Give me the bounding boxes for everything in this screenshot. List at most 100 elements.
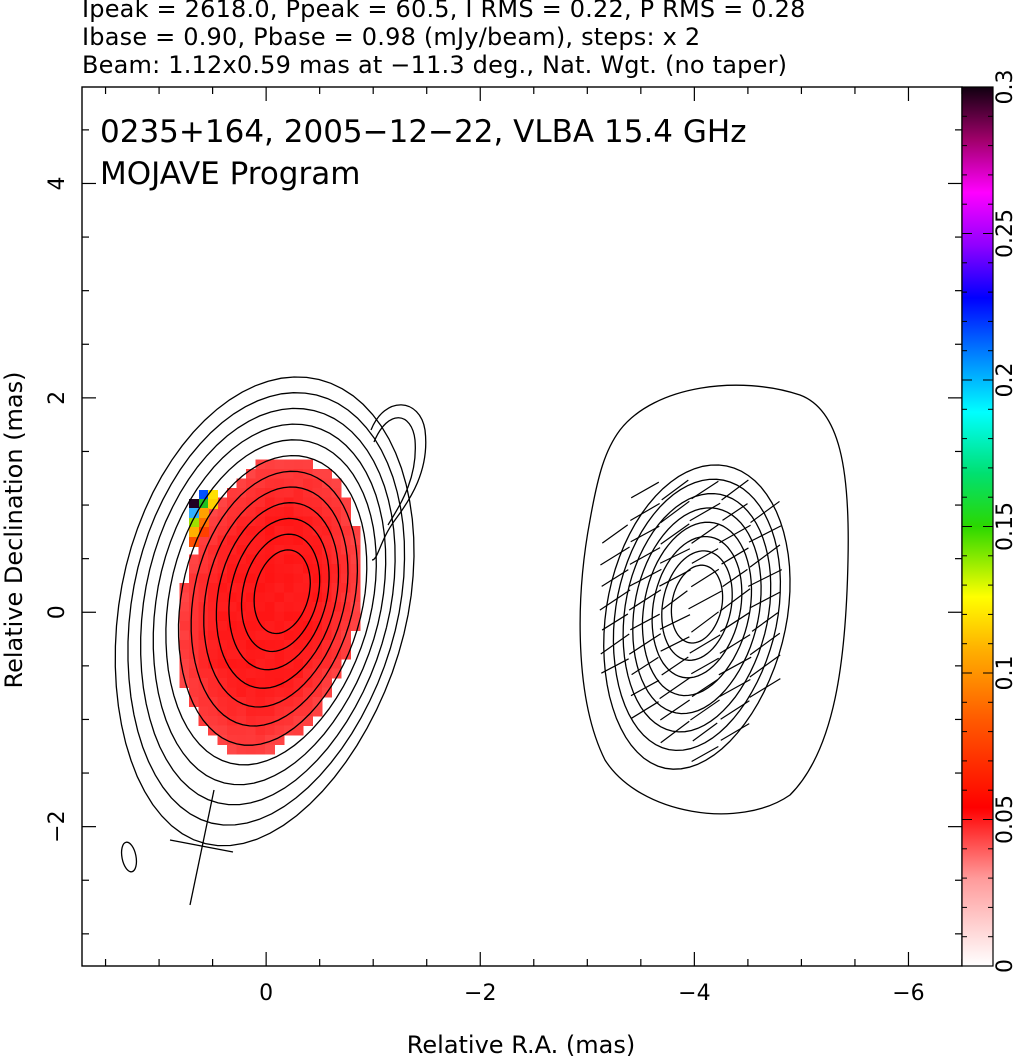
pol-pixel [331,602,342,612]
pol-pixel [303,649,313,660]
pol-pixel [350,583,361,593]
pol-pixel [189,630,199,641]
pol-pixel [322,497,332,508]
pol-pixel [227,611,237,622]
pol-pixel [208,602,218,612]
pol-pixel [208,611,218,622]
pol-pixel [303,459,313,470]
contour-left [253,549,311,635]
polarization-image [179,459,361,755]
pol-pixel [303,583,313,593]
pol-pixel [293,706,304,717]
pol-pixel [189,554,199,565]
pol-pixel [274,478,285,489]
pol-pixel [293,621,304,631]
pol-pixel [265,649,275,660]
pol-pixel [246,573,256,584]
pol-pixel [284,611,294,622]
pol-pixel [236,735,247,745]
pol-pixel [255,564,266,574]
pol-pixel [179,611,190,622]
pol-pixel [274,535,285,546]
pol-pixel [198,630,209,641]
pol-vector [692,722,718,742]
pol-vector [630,525,660,543]
pol-pixel [293,564,304,574]
pol-pixel [312,497,323,508]
y-tick-label: −2 [45,810,70,842]
pol-pixel [189,678,199,688]
pol-pixel [236,621,247,631]
pol-vector [628,568,662,588]
pol-pixel [236,697,247,707]
pol-pixel [246,592,256,603]
pol-pixel [322,564,332,574]
pol-pixel [236,526,247,536]
pol-pixel [189,592,199,603]
pol-pixel [274,706,285,717]
pol-pixel [179,678,190,688]
pol-pixel [274,507,285,517]
contour-left [190,470,359,727]
pol-pixel [265,583,275,593]
pol-pixel [274,640,285,650]
pol-pixel [284,573,294,584]
pol-pixel [303,640,313,650]
pol-pixel [246,630,256,641]
pol-pixel [312,516,323,527]
pol-pixel [341,602,351,612]
pol-pixel-edge [189,499,199,509]
pol-pixel [312,602,323,612]
contour-left [140,407,396,806]
pol-pixel [303,659,313,669]
pol-pixel [255,554,266,565]
pol-pixel [189,640,199,650]
x-tick-label: 0 [259,981,273,1006]
pol-pixel [227,564,237,574]
pol-pixel [284,469,294,479]
pol-vector [660,500,690,524]
pol-pixel [331,668,342,679]
pol-pixel [322,649,332,660]
pol-pixel [198,649,209,660]
pol-pixel [284,678,294,688]
pol-pixel [331,526,342,536]
pol-pixel [217,583,228,593]
pol-pixel [236,630,247,641]
pol-pixel [236,716,247,726]
pol-pixel [331,573,342,584]
pol-vector [749,632,781,656]
pol-pixel [293,488,304,498]
pol-pixel [255,507,266,517]
pol-pixel [246,697,256,707]
pol-pixel [217,668,228,679]
pol-pixel [255,744,266,755]
pol-pixel [246,583,256,593]
pol-pixel [189,687,199,698]
pol-pixel [236,640,247,650]
pol-pixel [265,716,275,726]
contour-right-outer [579,384,849,815]
pol-pixel [274,735,285,745]
pol-pixel [293,554,304,565]
pol-pixel [198,573,209,584]
pol-pixel [236,668,247,679]
pol-pixel [322,659,332,669]
pol-vector [691,548,719,564]
pol-vector [691,611,719,633]
chart-title: 0235+164, 2005−12−22, VLBA 15.4 GHz [100,114,746,150]
pol-pixel [331,659,342,669]
pol-pixel [303,716,313,726]
pol-vector [691,657,719,675]
pol-pixel [198,687,209,698]
pol-pixel [274,716,285,726]
pol-pixel [217,621,228,631]
x-axis-label: Relative R.A. (mas) [407,1031,635,1059]
pol-pixel [189,573,199,584]
pol-pixel-edge [208,490,218,500]
pol-vector [722,568,748,588]
pol-pixel [322,488,332,498]
pol-pixel [246,716,256,726]
pol-pixel [246,554,256,565]
